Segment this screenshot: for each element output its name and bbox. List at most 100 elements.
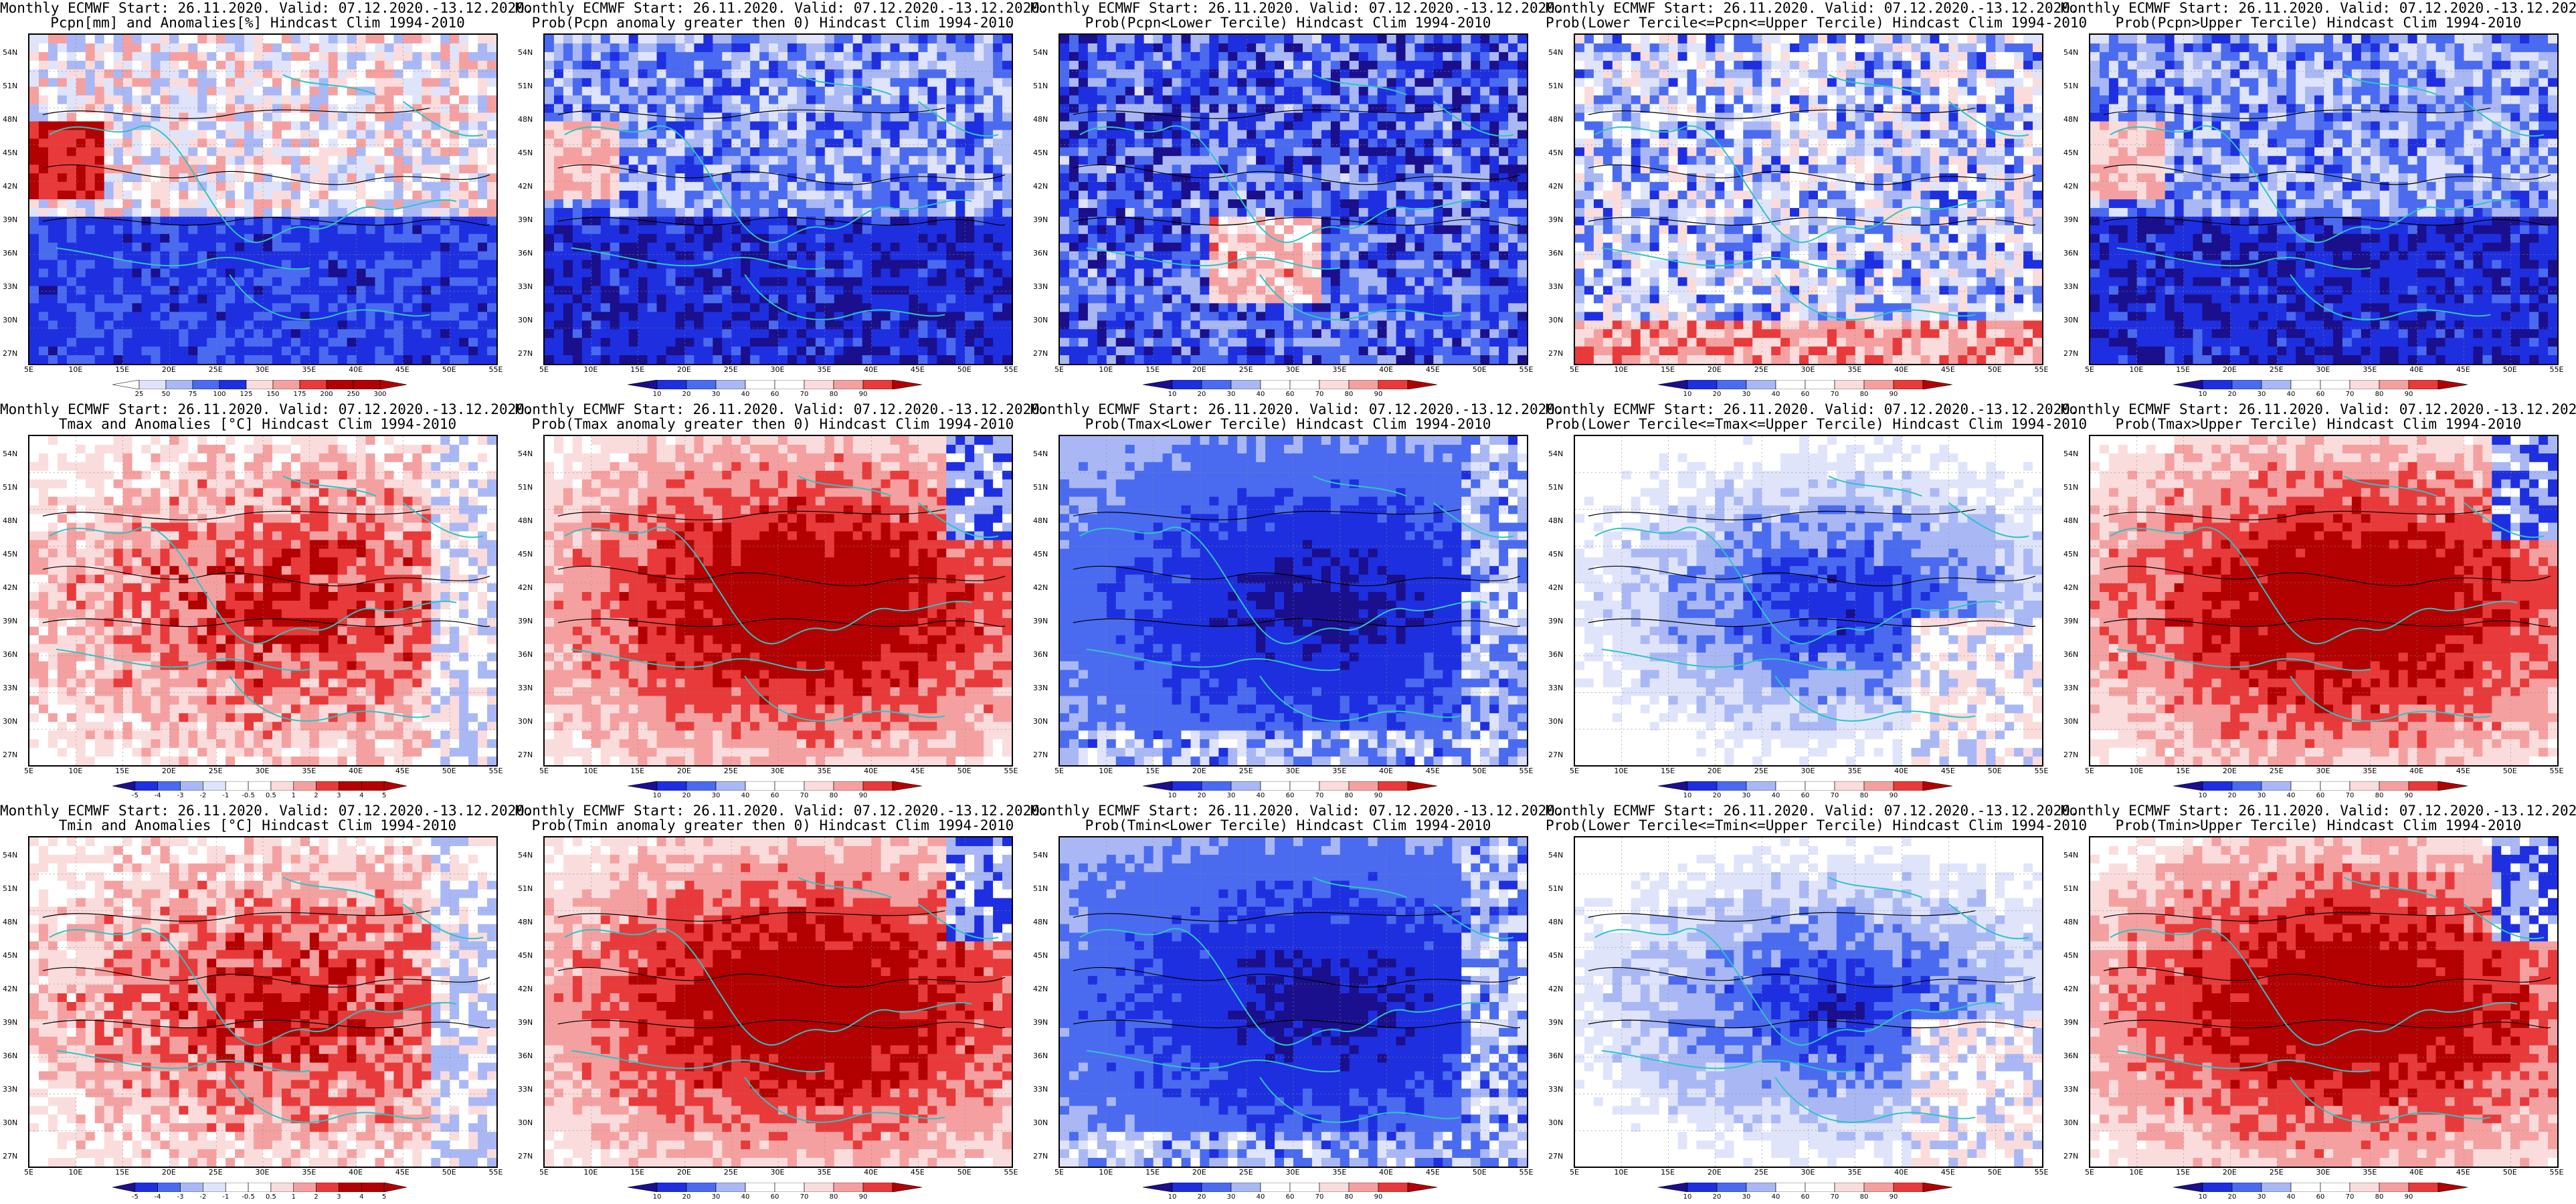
longitude-label: 40E (2409, 1168, 2423, 1177)
colorbar-swatch (2320, 1183, 2351, 1192)
colorbar (628, 1183, 922, 1192)
latitude-label: 54N (2063, 48, 2078, 57)
longitude-label: 55E (2550, 365, 2564, 374)
colorbar-label: 75 (189, 391, 197, 398)
longitude-label: 45E (911, 767, 925, 775)
colorbar-swatch (1230, 380, 1261, 389)
colorbar-swatch (1922, 380, 1952, 389)
isoline-contours (1073, 508, 1521, 627)
latitude-label: 33N (3, 684, 17, 692)
colorbar-label: 70 (800, 792, 809, 799)
longitude-label: 5E (539, 1168, 549, 1177)
shaded-field-map (1575, 436, 2042, 765)
latitude-label: 33N (1033, 1085, 1048, 1094)
longitude-label: 35E (1332, 767, 1346, 775)
latitude-label: 27N (518, 349, 533, 358)
latitude-label: 45N (3, 951, 17, 960)
longitude-label: 5E (539, 767, 549, 775)
colorbar-label: 175 (293, 391, 306, 398)
colorbar-swatch (2173, 781, 2203, 791)
latitude-label: 36N (3, 249, 17, 258)
colorbar-label: 80 (1345, 792, 1354, 799)
latitude-label: 45N (2063, 148, 2078, 157)
panel-subtitle: Prob(Tmax>Upper Tercile) Hindcast Clim 1… (2061, 416, 2576, 432)
colorbar-label: -4 (155, 1193, 161, 1201)
latitude-label: 27N (518, 1152, 533, 1161)
latitude-label: 39N (2063, 617, 2078, 625)
latitude-label: 51N (1548, 82, 1563, 90)
latitude-label: 54N (1548, 449, 1563, 458)
latitude-label: 45N (518, 550, 533, 559)
coastline (1594, 876, 2029, 1123)
colorbar-label: 25 (135, 391, 144, 398)
panel-subtitle: Prob(Pcpn>Upper Tercile) Hindcast Clim 1… (2061, 15, 2576, 31)
colorbar-swatch (2320, 781, 2351, 791)
colorbar-label: 20 (2228, 792, 2237, 799)
colorbar-label: 10 (1683, 391, 1692, 398)
colorbar-label: 90 (1374, 1193, 1383, 1201)
colorbar-label: 30 (712, 1193, 721, 1201)
latitude-label: 39N (1548, 215, 1563, 224)
longitude-label: 55E (1520, 365, 1534, 374)
longitude-label: 15E (2176, 767, 2190, 775)
longitude-label: 35E (1847, 365, 1861, 374)
longitude-label: 35E (302, 1168, 316, 1177)
colorbar-label: 0.5 (266, 1193, 276, 1201)
panel-subtitle: Prob(Pcpn anomaly greater then 0) Hindca… (515, 15, 1030, 31)
longitude-label: 50E (1473, 767, 1487, 775)
colorbar-swatch (1143, 1183, 1173, 1192)
latitude-label: 27N (1548, 1152, 1563, 1161)
map-area (2089, 33, 2559, 365)
latitude-label: 48N (518, 918, 533, 926)
colorbar-swatch (1319, 1183, 1350, 1192)
map-panel-tmax-1: Monthly ECMWF Start: 26.11.2020. Valid: … (0, 401, 533, 803)
longitude-label: 10E (583, 365, 597, 374)
colorbar-label: 3 (337, 1193, 341, 1201)
map-area (2089, 836, 2559, 1168)
coastline (1079, 876, 1514, 1123)
latitude-label: 27N (2063, 750, 2078, 759)
shaded-field-map (545, 837, 1012, 1167)
colorbar-swatch (2379, 1183, 2409, 1192)
colorbar-swatch (1863, 380, 1894, 389)
shaded-field-map (2090, 436, 2557, 765)
latitude-label: 33N (1033, 684, 1048, 692)
shaded-field-map (2090, 837, 2557, 1167)
colorbar-swatch (2437, 380, 2468, 389)
colorbar-swatch (1658, 1183, 1688, 1192)
panel-header-line: Monthly ECMWF Start: 26.11.2020. Valid: … (2061, 401, 2576, 417)
longitude-label: 45E (1941, 767, 1955, 775)
latitude-label: 39N (1033, 1018, 1048, 1027)
colorbar-swatch (715, 380, 746, 389)
colorbar-swatch (2290, 781, 2321, 791)
longitude-label: 15E (1661, 1168, 1675, 1177)
longitude-label: 20E (677, 365, 691, 374)
latitude-label: 45N (1033, 148, 1048, 157)
latitude-label: 54N (1033, 449, 1048, 458)
map-area (1574, 435, 2043, 767)
colorbar-label: 60 (1286, 1193, 1295, 1201)
map-area (28, 435, 498, 767)
colorbar-label: -2 (199, 1193, 206, 1201)
longitude-label: 40E (349, 767, 363, 775)
shaded-field-map (1575, 837, 2042, 1167)
longitude-label: 10E (583, 767, 597, 775)
colorbar-swatch (219, 380, 247, 389)
colorbar-label: 70 (2346, 792, 2355, 799)
colorbar-swatch (139, 380, 167, 389)
longitude-label: 15E (115, 365, 129, 374)
isoline-contours (2103, 508, 2551, 627)
longitude-label: 5E (1054, 1168, 1064, 1177)
colorbar-swatch (715, 1183, 746, 1192)
longitude-label: 25E (1239, 365, 1253, 374)
shaded-field-map (29, 436, 496, 765)
longitude-label: 40E (1894, 365, 1908, 374)
colorbar-label: 20 (1198, 391, 1206, 398)
longitude-label: 45E (2456, 365, 2470, 374)
longitude-label: 50E (1473, 365, 1487, 374)
colorbar-label: 80 (830, 391, 838, 398)
colorbar-label: 80 (2375, 391, 2384, 398)
longitude-label: 50E (957, 767, 972, 775)
colorbar-swatch (361, 781, 385, 791)
colorbar-swatch (1348, 781, 1379, 791)
